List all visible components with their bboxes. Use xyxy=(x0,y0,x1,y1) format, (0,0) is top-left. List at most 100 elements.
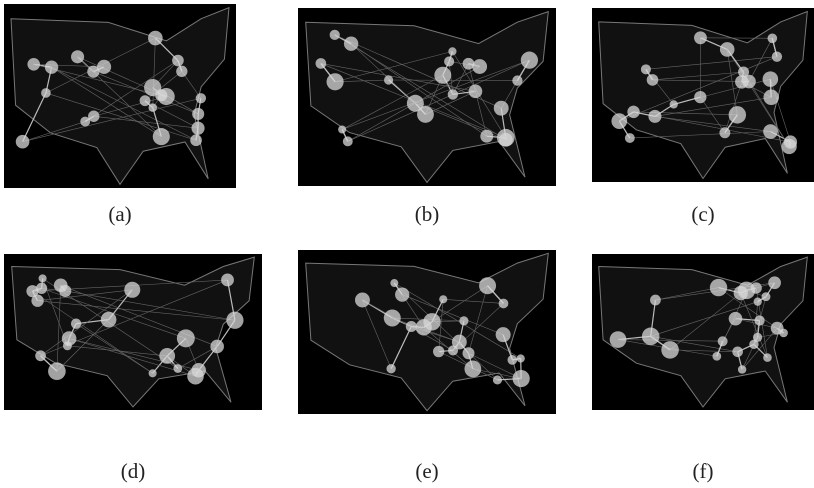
food-source xyxy=(343,136,353,146)
food-source xyxy=(327,73,344,90)
food-source xyxy=(149,103,158,112)
food-source xyxy=(124,282,140,298)
food-source xyxy=(16,135,30,149)
food-source xyxy=(226,312,243,329)
food-source xyxy=(729,312,743,326)
food-source xyxy=(738,365,746,373)
food-source xyxy=(101,312,117,328)
food-source xyxy=(710,279,727,296)
food-source xyxy=(149,369,157,377)
food-source xyxy=(148,31,163,46)
food-source xyxy=(35,350,46,361)
food-source xyxy=(41,88,51,98)
food-source xyxy=(172,55,184,67)
food-source xyxy=(433,346,444,357)
food-source xyxy=(719,127,730,138)
food-source xyxy=(749,340,758,349)
food-source xyxy=(406,321,417,332)
food-source xyxy=(45,61,58,74)
food-source xyxy=(512,75,522,85)
food-source xyxy=(763,71,779,87)
food-source xyxy=(71,319,81,329)
food-source xyxy=(338,125,346,133)
food-source xyxy=(763,124,778,139)
panel-image xyxy=(4,254,262,410)
food-source xyxy=(176,66,187,77)
food-source xyxy=(735,75,748,88)
food-source xyxy=(754,298,762,306)
food-source xyxy=(771,322,784,335)
food-source xyxy=(694,91,706,103)
food-source xyxy=(88,111,99,122)
food-source xyxy=(734,286,748,300)
food-source xyxy=(611,113,627,129)
food-source xyxy=(423,313,440,330)
food-source xyxy=(330,30,340,40)
panel-image xyxy=(4,4,236,188)
food-source xyxy=(499,299,509,309)
food-source xyxy=(153,128,170,145)
food-source xyxy=(469,84,483,98)
panel-label: (c) xyxy=(643,202,763,227)
food-source xyxy=(192,108,204,120)
food-source xyxy=(521,52,538,69)
food-source xyxy=(384,75,393,84)
food-source xyxy=(472,59,487,74)
panel-image xyxy=(592,8,814,182)
food-source xyxy=(173,364,182,373)
food-source xyxy=(464,361,481,378)
food-source xyxy=(493,375,502,384)
food-source xyxy=(407,95,424,112)
food-source xyxy=(694,31,707,44)
food-source xyxy=(712,352,721,361)
food-source xyxy=(507,355,517,365)
food-source xyxy=(144,79,161,96)
food-source xyxy=(190,134,202,146)
food-source xyxy=(97,60,111,74)
food-source xyxy=(768,276,781,289)
figure: (a) (b) (c) (d) (e) (f) xyxy=(0,0,814,488)
food-source xyxy=(187,368,204,385)
panel-label: (b) xyxy=(367,202,487,227)
food-source xyxy=(140,95,151,106)
food-source xyxy=(448,345,458,355)
food-source xyxy=(751,282,762,293)
food-source xyxy=(434,67,451,84)
panel-label: (f) xyxy=(643,459,763,484)
food-source xyxy=(159,348,175,364)
food-source xyxy=(221,274,234,287)
panel-image xyxy=(298,8,556,186)
food-source xyxy=(386,364,395,373)
food-source xyxy=(513,370,530,387)
food-source xyxy=(754,315,764,325)
panel-image xyxy=(592,254,814,410)
food-source xyxy=(439,295,447,303)
food-source xyxy=(641,64,651,74)
food-source xyxy=(390,279,398,287)
food-source xyxy=(177,329,195,347)
food-source xyxy=(650,295,661,306)
food-source xyxy=(718,336,728,346)
food-source xyxy=(62,331,77,346)
panel-label: (d) xyxy=(73,459,193,484)
food-source xyxy=(782,139,797,154)
food-source xyxy=(459,316,468,325)
food-source xyxy=(480,130,493,143)
food-source xyxy=(210,340,224,354)
food-source xyxy=(767,33,777,43)
food-source xyxy=(642,328,660,346)
food-source xyxy=(48,362,66,380)
food-source xyxy=(763,353,772,362)
food-source xyxy=(661,341,679,359)
food-source xyxy=(54,278,68,292)
food-source xyxy=(732,346,743,357)
food-source xyxy=(479,277,496,294)
food-source xyxy=(729,106,746,123)
food-source xyxy=(39,274,47,282)
food-source xyxy=(647,74,659,86)
food-source xyxy=(494,101,509,116)
food-source xyxy=(448,47,456,55)
food-source xyxy=(648,110,661,123)
food-source xyxy=(355,293,370,308)
food-source xyxy=(316,58,327,69)
